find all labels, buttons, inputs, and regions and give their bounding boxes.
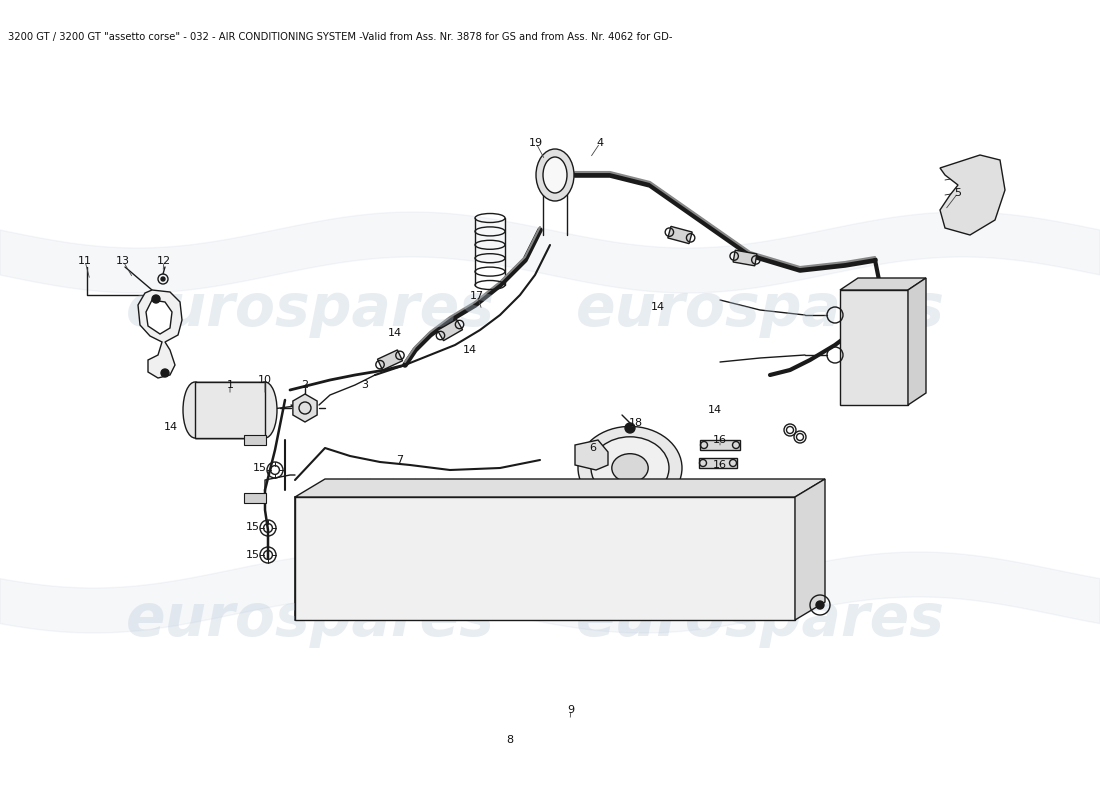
Bar xyxy=(244,493,266,503)
Text: 9: 9 xyxy=(568,705,574,715)
Ellipse shape xyxy=(612,454,648,482)
Text: eurospares: eurospares xyxy=(575,591,945,649)
Circle shape xyxy=(152,295,160,303)
Text: 14: 14 xyxy=(463,345,477,355)
Text: 3200 GT / 3200 GT "assetto corse" - 032 - AIR CONDITIONING SYSTEM -Valid from As: 3200 GT / 3200 GT "assetto corse" - 032 … xyxy=(8,32,672,42)
Ellipse shape xyxy=(253,382,277,438)
Polygon shape xyxy=(293,394,317,422)
Polygon shape xyxy=(795,479,825,620)
Polygon shape xyxy=(138,290,182,378)
Polygon shape xyxy=(840,290,907,405)
Ellipse shape xyxy=(183,382,207,438)
Bar xyxy=(698,458,737,468)
Text: 10: 10 xyxy=(258,375,272,385)
Polygon shape xyxy=(295,479,825,497)
Ellipse shape xyxy=(578,426,682,510)
Text: 7: 7 xyxy=(396,455,404,465)
Polygon shape xyxy=(940,155,1005,235)
Polygon shape xyxy=(377,350,403,370)
Polygon shape xyxy=(733,250,757,266)
Polygon shape xyxy=(575,440,608,470)
Text: 14: 14 xyxy=(651,302,666,312)
Text: 14: 14 xyxy=(708,405,722,415)
Text: 5: 5 xyxy=(955,188,961,198)
Text: 17: 17 xyxy=(470,291,484,301)
Text: 11: 11 xyxy=(78,256,92,266)
Bar xyxy=(195,382,265,438)
Ellipse shape xyxy=(543,157,566,193)
Text: 13: 13 xyxy=(116,256,130,266)
Circle shape xyxy=(625,423,635,433)
Polygon shape xyxy=(146,300,172,334)
Text: eurospares: eurospares xyxy=(125,591,495,649)
Circle shape xyxy=(161,369,169,377)
Text: eurospares: eurospares xyxy=(575,282,945,338)
Text: 14: 14 xyxy=(164,422,178,432)
Text: 16: 16 xyxy=(713,435,727,445)
Text: 1: 1 xyxy=(227,380,233,390)
Polygon shape xyxy=(295,497,795,620)
Text: 4: 4 xyxy=(596,138,604,148)
Bar xyxy=(700,440,740,450)
Text: 3: 3 xyxy=(362,380,369,390)
Text: 6: 6 xyxy=(590,443,596,453)
Text: 12: 12 xyxy=(157,256,172,266)
Text: eurospares: eurospares xyxy=(125,282,495,338)
Circle shape xyxy=(161,277,165,281)
Polygon shape xyxy=(908,278,926,405)
Text: 2: 2 xyxy=(301,380,309,390)
Text: 15: 15 xyxy=(253,463,267,473)
Circle shape xyxy=(816,601,824,609)
Text: 15: 15 xyxy=(246,522,260,532)
Ellipse shape xyxy=(536,149,574,201)
Bar xyxy=(244,435,266,445)
Text: 14: 14 xyxy=(388,328,403,338)
Polygon shape xyxy=(668,226,692,244)
Polygon shape xyxy=(840,278,926,290)
Polygon shape xyxy=(438,319,462,341)
Text: 16: 16 xyxy=(713,460,727,470)
Ellipse shape xyxy=(591,437,669,499)
Text: 8: 8 xyxy=(506,735,514,745)
Text: 18: 18 xyxy=(629,418,644,428)
Text: 15: 15 xyxy=(246,550,260,560)
Text: 19: 19 xyxy=(529,138,543,148)
